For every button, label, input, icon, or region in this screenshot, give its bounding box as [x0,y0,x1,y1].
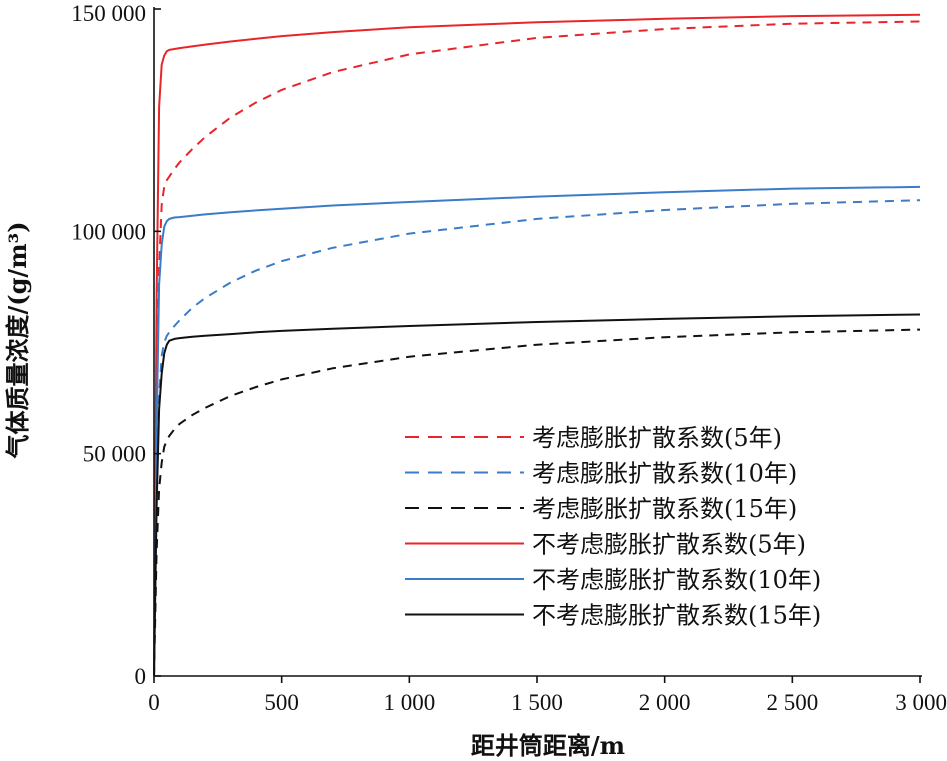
x-tick-label: 2 500 [766,690,818,715]
legend-item: 不考虑膨胀扩散系数(5年) [405,531,806,559]
y-tick-label: 100 000 [71,219,146,244]
legend-label: 不考虑膨胀扩散系数(15年) [532,602,821,630]
series-line-4 [153,13,921,677]
x-tick-label: 1 000 [383,690,435,715]
x-tick-label: 1 500 [511,690,563,715]
series-line-6 [153,313,921,677]
legend-item: 不考虑膨胀扩散系数(10年) [405,566,821,594]
legend-label: 考虑膨胀扩散系数(10年) [532,460,797,488]
legend-label: 考虑膨胀扩散系数(15年) [532,495,797,523]
y-tick-label: 150 000 [71,1,146,26]
series-line-3 [153,328,921,677]
series-line-2 [153,199,921,677]
tick-labels: 0 500 1 000 1 500 2 000 2 500 3 000 0 50 000 100 … [71,1,947,715]
x-tick-label: 2 000 [639,690,691,715]
series-line-5 [153,185,921,677]
legend-item: 考虑膨胀扩散系数(5年) [405,424,782,452]
legend-item: 考虑膨胀扩散系数(10年) [405,460,797,488]
plot-area [153,13,921,677]
legend-label: 不考虑膨胀扩散系数(5年) [532,531,806,559]
x-tick-label: 0 [148,690,160,715]
y-tick-label: 0 [135,664,147,689]
series-line-1 [153,20,921,677]
x-axis-title: 距井筒距离/m [471,731,625,760]
legend: 考虑膨胀扩散系数(5年) 考虑膨胀扩散系数(10年) 考虑膨胀扩散系数(15年) 不考… [405,424,821,630]
y-tick-label: 50 000 [83,442,146,467]
legend-label: 考虑膨胀扩散系数(5年) [532,424,782,452]
legend-label: 不考虑膨胀扩散系数(10年) [532,566,821,594]
x-tick-label: 500 [264,690,299,715]
y-axis-title: 气体质量浓度/(g/m³) [3,222,32,460]
x-tick-label: 3 000 [895,690,947,715]
legend-item: 考虑膨胀扩散系数(15年) [405,495,797,523]
legend-item: 不考虑膨胀扩散系数(15年) [405,602,821,630]
